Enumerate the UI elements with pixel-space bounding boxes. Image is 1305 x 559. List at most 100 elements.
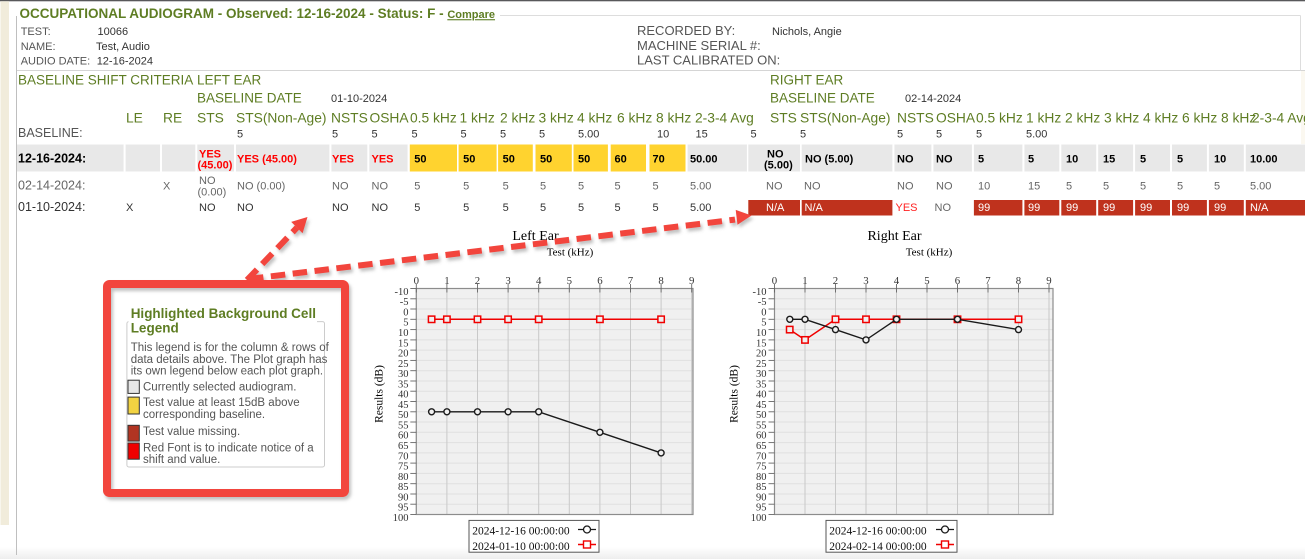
svg-text:YES: YES (199, 149, 221, 161)
svg-text:5.00: 5.00 (578, 128, 599, 140)
svg-text:2024-02-14 00:00:00: 2024-02-14 00:00:00 (829, 541, 927, 553)
svg-text:60: 60 (398, 431, 409, 442)
svg-text:N/A: N/A (805, 202, 824, 214)
svg-text:Test value at least 15dB above: Test value at least 15dB above (143, 397, 300, 409)
svg-text:45: 45 (756, 400, 767, 411)
svg-text:50: 50 (540, 153, 552, 165)
svg-text:5: 5 (500, 128, 506, 140)
svg-text:45: 45 (398, 400, 409, 411)
svg-text:NSTS: NSTS (897, 110, 934, 125)
svg-text:YES: YES (332, 153, 354, 165)
svg-text:10: 10 (657, 128, 669, 140)
svg-text:YES: YES (896, 202, 918, 214)
svg-text:NO: NO (897, 181, 914, 193)
svg-text:2024-12-16 00:00:00: 2024-12-16 00:00:00 (829, 526, 927, 538)
svg-text:0: 0 (403, 307, 408, 318)
svg-text:5: 5 (897, 128, 903, 140)
svg-text:75: 75 (398, 462, 409, 473)
svg-text:70: 70 (756, 451, 767, 462)
svg-text:90: 90 (756, 492, 767, 503)
svg-text:OSHA: OSHA (370, 110, 410, 125)
svg-text:MACHINE SERIAL #:: MACHINE SERIAL #: (637, 38, 761, 53)
svg-text:Test (kHz): Test (kHz) (547, 246, 594, 258)
svg-text:0.5 kHz: 0.5 kHz (410, 110, 457, 125)
svg-text:3 kHz: 3 kHz (1104, 110, 1139, 125)
svg-text:LEFT EAR: LEFT EAR (197, 73, 262, 88)
svg-text:80: 80 (398, 472, 409, 483)
svg-text:5: 5 (1103, 181, 1109, 193)
svg-text:10: 10 (398, 328, 409, 339)
svg-text:0: 0 (414, 275, 419, 287)
svg-text:5: 5 (1214, 181, 1220, 193)
svg-text:70: 70 (653, 153, 665, 165)
svg-text:8: 8 (658, 275, 663, 287)
svg-text:RE: RE (163, 110, 182, 125)
svg-text:Nichols, Angie: Nichols, Angie (772, 26, 842, 38)
svg-text:10: 10 (1214, 153, 1226, 165)
svg-text:2 kHz: 2 kHz (1065, 110, 1100, 125)
svg-text:50: 50 (578, 153, 590, 165)
svg-text:3: 3 (863, 275, 868, 287)
svg-text:-5: -5 (758, 297, 767, 308)
svg-text:5: 5 (1177, 153, 1183, 165)
svg-text:-10: -10 (753, 287, 767, 298)
svg-text:10: 10 (1066, 153, 1078, 165)
svg-text:STS: STS (197, 110, 224, 125)
svg-text:Results (dB): Results (dB) (729, 365, 741, 423)
svg-text:data details above. The Plot g: data details above. The Plot graph has (131, 354, 328, 366)
svg-text:NO: NO (372, 202, 389, 214)
svg-text:NO (5.00): NO (5.00) (805, 153, 854, 165)
svg-text:50: 50 (414, 153, 426, 165)
svg-text:9: 9 (1046, 275, 1051, 287)
svg-text:TEST:: TEST: (21, 26, 51, 38)
svg-text:75: 75 (756, 462, 767, 473)
svg-text:5: 5 (332, 128, 338, 140)
svg-text:STS(Non-Age): STS(Non-Age) (236, 110, 326, 125)
svg-text:Legend: Legend (131, 320, 179, 335)
svg-text:NO: NO (804, 181, 821, 193)
svg-text:99: 99 (1140, 202, 1152, 214)
svg-text:5: 5 (936, 128, 942, 140)
svg-text:BASELINE:: BASELINE: (18, 126, 83, 140)
svg-text:99: 99 (1214, 202, 1226, 214)
svg-text:5: 5 (412, 128, 418, 140)
svg-text:50.00: 50.00 (690, 153, 718, 165)
svg-text:10.00: 10.00 (1250, 153, 1278, 165)
svg-text:99: 99 (1028, 202, 1040, 214)
svg-text:LE: LE (126, 110, 143, 125)
svg-text:2-3-4 Avg: 2-3-4 Avg (695, 110, 754, 125)
svg-text:10066: 10066 (98, 26, 129, 38)
svg-text:99: 99 (978, 202, 990, 214)
svg-text:6 kHz: 6 kHz (1182, 110, 1217, 125)
svg-text:Test value missing.: Test value missing. (143, 426, 240, 438)
svg-text:Left Ear: Left Ear (512, 229, 559, 244)
svg-text:(5.00): (5.00) (764, 160, 793, 172)
svg-text:4: 4 (894, 275, 900, 287)
svg-text:3: 3 (505, 275, 510, 287)
svg-text:5: 5 (539, 128, 545, 140)
svg-text:2: 2 (833, 275, 838, 287)
svg-text:12-16-2024:: 12-16-2024: (18, 151, 86, 165)
svg-text:5: 5 (463, 202, 469, 214)
svg-text:30: 30 (756, 369, 767, 380)
svg-text:(45.00): (45.00) (198, 160, 233, 172)
svg-text:NO: NO (935, 202, 952, 214)
svg-text:40: 40 (756, 390, 767, 401)
svg-text:NO: NO (766, 181, 783, 193)
svg-text:25: 25 (756, 359, 767, 370)
svg-text:NO: NO (936, 181, 953, 193)
svg-text:7: 7 (628, 275, 634, 287)
svg-text:Right Ear: Right Ear (867, 229, 921, 244)
svg-text:02-14-2024: 02-14-2024 (905, 93, 961, 105)
svg-text:STS(Non-Age): STS(Non-Age) (800, 110, 890, 125)
svg-text:1: 1 (444, 275, 449, 287)
svg-text:50: 50 (503, 153, 515, 165)
svg-text:NO: NO (936, 153, 953, 165)
svg-text:40: 40 (398, 390, 409, 401)
svg-text:X: X (126, 202, 134, 214)
svg-text:60: 60 (756, 431, 767, 442)
svg-text:NO (0.00): NO (0.00) (237, 181, 285, 193)
svg-text:5: 5 (372, 128, 378, 140)
svg-text:AUDIO DATE:: AUDIO DATE: (21, 56, 90, 68)
svg-text:9: 9 (689, 275, 694, 287)
